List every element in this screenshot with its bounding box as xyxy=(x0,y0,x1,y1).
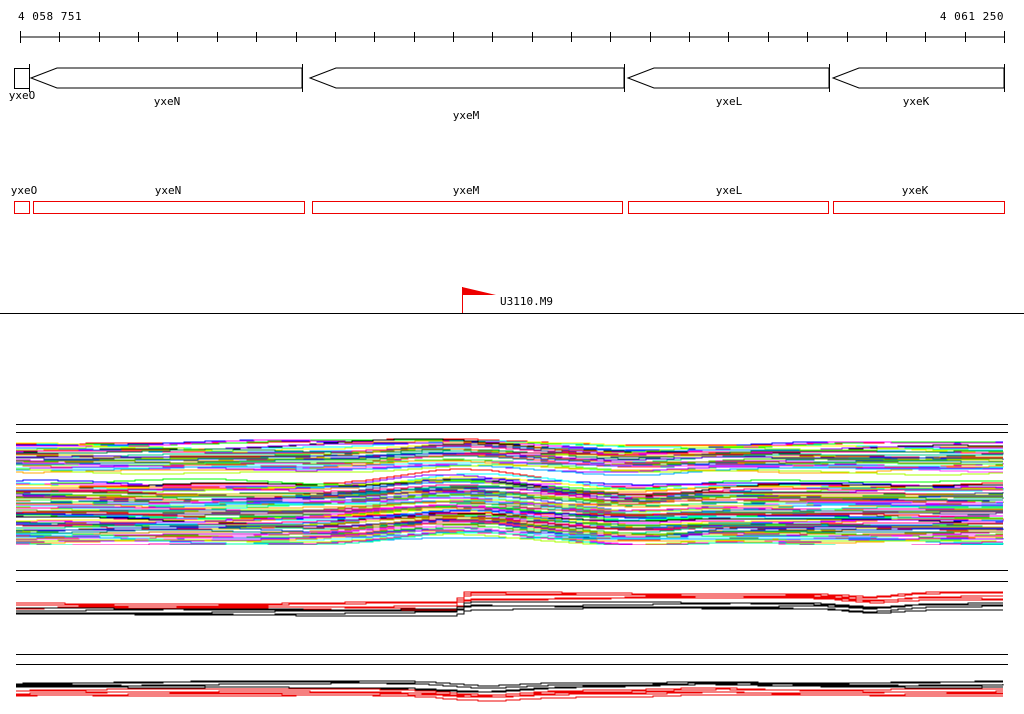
feature-box-yxeO[interactable] xyxy=(14,201,30,214)
signal-line-black xyxy=(16,601,1003,611)
feature-box-yxeM[interactable] xyxy=(312,201,623,214)
expression-line xyxy=(16,464,1003,476)
expression-line xyxy=(16,495,1003,513)
gene-box-yxeO[interactable] xyxy=(14,68,30,89)
expression-line xyxy=(16,513,1004,529)
binding-site-track[interactable]: U3110.M9 xyxy=(0,275,1024,325)
expression-line xyxy=(16,452,1003,459)
signal-line-black xyxy=(16,605,1003,616)
gene-label-yxeL: yxeL xyxy=(715,95,743,108)
expression-line xyxy=(16,445,1004,456)
coordinate-start-label: 4 058 751 xyxy=(18,10,83,23)
operon-feature-track[interactable]: yxeO yxeN yxeM yxeL yxeK xyxy=(0,185,1024,225)
peak-label-U3110.M9: U3110.M9 xyxy=(500,295,553,308)
signal-line-black xyxy=(16,682,1004,689)
signal-line-red xyxy=(16,693,1003,702)
expression-lines-pair-a[interactable] xyxy=(0,560,1024,640)
expression-line xyxy=(16,511,1004,520)
expression-line xyxy=(16,535,1003,545)
signal-line-black xyxy=(16,682,1003,693)
feature-box-yxeN[interactable] xyxy=(33,201,305,214)
expression-line xyxy=(16,439,1003,454)
expression-line xyxy=(16,442,1003,460)
signal-line-black xyxy=(16,683,1003,693)
peak-flag-U3110.M9[interactable] xyxy=(462,287,496,295)
expression-line xyxy=(16,438,1003,446)
condition-pair-track-a[interactable] xyxy=(0,560,1024,640)
expression-line xyxy=(16,531,1004,545)
signal-line-red xyxy=(16,597,1003,611)
coordinate-end-label: 4 061 250 xyxy=(939,10,1004,23)
feature-box-yxeK[interactable] xyxy=(833,201,1005,214)
feature-box-label-yxeM: yxeM xyxy=(452,184,480,197)
gene-label-yxeK: yxeK xyxy=(902,95,930,108)
gene-arrow-shapes[interactable] xyxy=(0,60,1024,130)
feature-box-yxeL[interactable] xyxy=(628,201,829,214)
expression-line xyxy=(16,520,1004,540)
signal-line-red xyxy=(16,591,1003,605)
multi-sample-expression-track[interactable] xyxy=(0,415,1024,545)
expression-line xyxy=(16,458,1003,472)
binding-site-shapes[interactable] xyxy=(0,275,1024,325)
expression-line xyxy=(16,516,1003,536)
gene-arrow-yxeM[interactable] xyxy=(308,67,625,89)
gene-label-yxeN: yxeN xyxy=(153,95,181,108)
expression-line xyxy=(16,527,1003,540)
expression-lines-pair-b[interactable] xyxy=(0,645,1024,714)
gene-label-yxeO: yxeO xyxy=(8,89,36,102)
expression-line xyxy=(16,525,1003,545)
feature-box-label-yxeO: yxeO xyxy=(10,184,38,197)
expression-line xyxy=(16,448,1003,460)
expression-line xyxy=(16,489,1004,499)
gene-arrow-yxeK[interactable] xyxy=(831,67,1005,89)
feature-box-label-yxeN: yxeN xyxy=(154,184,182,197)
expression-line xyxy=(16,533,1003,545)
gene-arrow-yxeL[interactable] xyxy=(626,67,830,89)
gene-arrow-yxeN[interactable] xyxy=(29,67,303,89)
ruler-axis[interactable] xyxy=(0,28,1024,46)
signal-line-red xyxy=(16,687,1003,697)
feature-box-shapes[interactable] xyxy=(0,199,1024,221)
signal-line-black xyxy=(16,607,1003,617)
feature-box-label-yxeK: yxeK xyxy=(901,184,929,197)
feature-box-label-yxeL: yxeL xyxy=(715,184,743,197)
expression-line xyxy=(16,487,1003,508)
expression-lines-multisample[interactable] xyxy=(0,415,1024,545)
signal-line-red xyxy=(16,595,1003,610)
gene-label-yxeM: yxeM xyxy=(452,109,480,122)
condition-pair-track-b[interactable] xyxy=(0,645,1024,714)
gene-arrow-track[interactable]: yxeO yxeN yxeM yxeL yxeK xyxy=(0,60,1024,130)
expression-line xyxy=(16,464,1003,476)
expression-line xyxy=(16,476,1003,491)
expression-line xyxy=(16,515,1003,530)
expression-line xyxy=(16,523,1003,538)
